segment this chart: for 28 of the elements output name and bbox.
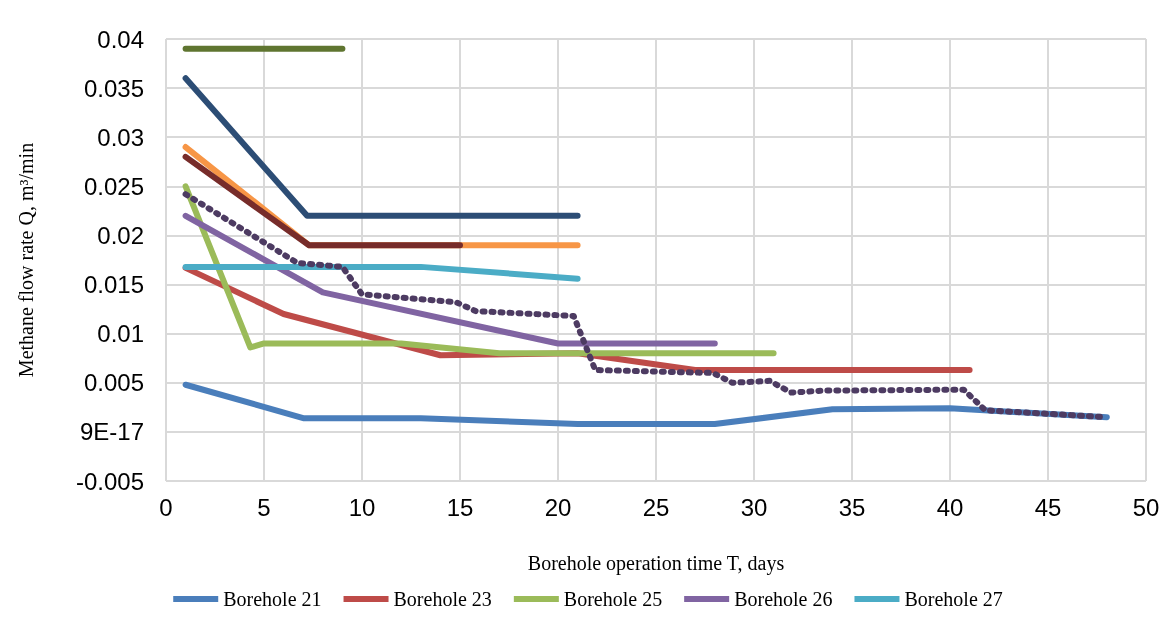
y-tick-label: 0.015 bbox=[83, 271, 144, 299]
y-tick-label: 0.03 bbox=[97, 123, 144, 151]
y-tick-label: -0.005 bbox=[75, 467, 144, 495]
x-tick-label: 35 bbox=[838, 493, 866, 521]
legend-label: Borehole 23 bbox=[393, 588, 492, 610]
x-tick-label: 40 bbox=[936, 493, 964, 521]
legend-label: Borehole 27 bbox=[904, 588, 1003, 610]
y-tick-label: 0.01 bbox=[97, 320, 144, 348]
y-tick-label: 0.035 bbox=[83, 74, 144, 102]
y-tick-label: 0.04 bbox=[97, 25, 144, 53]
y-tick-label: 0.02 bbox=[97, 221, 144, 249]
y-axis-title: Methane flow rate Q, m³/min bbox=[15, 142, 37, 378]
y-tick-label: 0.005 bbox=[83, 369, 144, 397]
x-tick-label: 10 bbox=[348, 493, 376, 521]
x-tick-label: 30 bbox=[740, 493, 768, 521]
y-tick-label: 9E-17 bbox=[79, 418, 144, 446]
x-tick-label: 20 bbox=[544, 493, 572, 521]
x-tick-label: 50 bbox=[1132, 493, 1160, 521]
y-tick-label: 0.025 bbox=[83, 172, 144, 200]
legend-label: Borehole 25 bbox=[563, 588, 663, 610]
legend-label: Borehole 26 bbox=[734, 588, 833, 610]
x-tick-label: 0 bbox=[159, 493, 173, 521]
x-tick-label: 25 bbox=[642, 493, 670, 521]
x-tick-label: 45 bbox=[1034, 493, 1062, 521]
legend-label: Borehole 21 bbox=[223, 588, 322, 610]
x-axis-title: Borehole operation time T, days bbox=[527, 552, 785, 575]
x-tick-label: 5 bbox=[257, 493, 271, 521]
x-tick-label: 15 bbox=[446, 493, 474, 521]
